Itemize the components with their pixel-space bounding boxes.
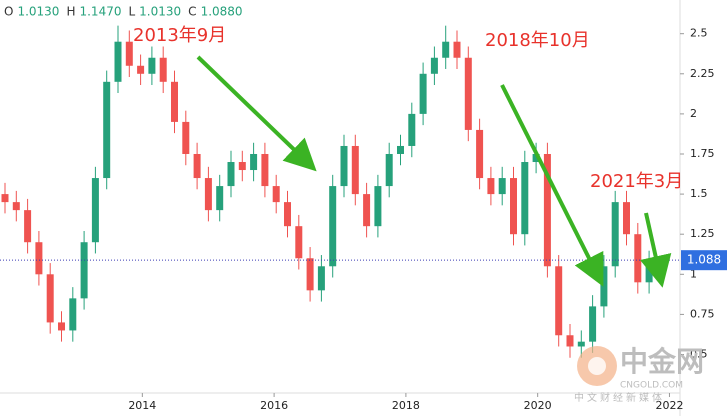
candle-body (453, 41, 461, 58)
ohlc-value: 1.0130 (139, 5, 181, 19)
ohlc-value: 1.1470 (79, 5, 121, 19)
site: CNGOLD.COM (620, 381, 683, 391)
ohlc-key: C (188, 5, 196, 19)
candle-body (114, 41, 122, 82)
candle-body (555, 266, 563, 336)
y-tick-label: 1.25 (690, 227, 715, 240)
candle-body (24, 210, 32, 243)
candle-body (634, 234, 642, 283)
slogan: 中文财经新媒体 (574, 391, 665, 404)
candle-body (103, 81, 111, 179)
arrows (196, 55, 672, 288)
candle-body (329, 186, 337, 267)
y-tick-label: 1.75 (690, 147, 715, 160)
arrow (196, 55, 317, 172)
arrow (640, 212, 672, 288)
candle-body (317, 266, 325, 291)
candle-body (159, 57, 167, 82)
candle-body (284, 202, 291, 227)
candle-body (419, 73, 427, 114)
y-tick-label: 2 (690, 107, 697, 120)
candle-body (306, 258, 314, 291)
candle-body (351, 145, 359, 195)
candle-body (430, 57, 438, 74)
candle-body (261, 153, 269, 187)
candle-body (408, 113, 416, 146)
candle-body (532, 153, 540, 163)
x-tick-label: 2020 (524, 399, 552, 412)
candle-body (577, 341, 585, 347)
candle-body (216, 186, 224, 211)
candle-body (238, 162, 246, 171)
watermark: 中金网 CNGOLD.COM 中文财经新媒体 (574, 345, 704, 404)
candle-body (374, 186, 382, 227)
candle-body (340, 145, 348, 187)
candle-body (250, 153, 258, 171)
y-tick-label: 0.75 (690, 307, 715, 320)
candle-body (498, 178, 506, 195)
ohlc-value: 1.0880 (201, 5, 243, 19)
x-tick-label: 2018 (392, 399, 420, 412)
ohlc-key: H (66, 5, 75, 19)
ohlc-value: 1.0130 (17, 5, 59, 19)
x-tick-label: 2014 (128, 399, 156, 412)
candle-body (80, 242, 88, 299)
annotation: 2013年9月 (133, 25, 226, 46)
y-tick-label: 2.5 (690, 27, 708, 40)
arrow (500, 84, 604, 287)
y-tick-label: 1 (690, 267, 697, 280)
candle-body (46, 274, 54, 323)
candle-body (91, 178, 99, 243)
candle-body (137, 65, 145, 74)
candle-body (397, 145, 404, 154)
candle-body (227, 162, 235, 187)
candle-body (12, 202, 20, 211)
ohlc-key: L (128, 5, 135, 19)
candle-body (589, 306, 597, 342)
candle-body (272, 186, 280, 203)
candle-body (543, 153, 551, 267)
logo-inner (588, 357, 606, 375)
candle-body (148, 57, 156, 74)
candle-body (363, 194, 371, 227)
price-tag (681, 250, 727, 271)
price-tag-label: 1.088 (687, 253, 721, 267)
candle-body (510, 178, 517, 235)
candle-body (476, 129, 484, 179)
candle-body (442, 41, 450, 58)
brand: 中金网 (620, 345, 704, 378)
candle-body (645, 260, 653, 283)
annotation: 2018年10月 (485, 30, 590, 51)
candle-body (125, 41, 133, 66)
y-tick-label: 2.25 (690, 67, 715, 80)
y-tick-label: 1.5 (690, 187, 708, 200)
candle-body (566, 335, 574, 347)
candle-body (1, 194, 9, 203)
candle-body (171, 81, 178, 122)
candle-body (69, 298, 77, 331)
candle-body (521, 162, 529, 235)
candle-body (35, 242, 43, 275)
y-tick-label: 0.5 (690, 348, 708, 361)
candle-body (487, 178, 495, 195)
x-tick-label: 2022 (655, 399, 683, 412)
candle-body (193, 153, 201, 179)
candle-body (600, 266, 608, 307)
candle-body (58, 322, 65, 331)
candle-body (623, 202, 630, 235)
candle-body (204, 178, 212, 211)
x-tick-label: 2016 (260, 399, 288, 412)
annotation: 2021年3月 (590, 171, 683, 192)
ohlc-key: O (4, 5, 13, 19)
candle-body (385, 153, 393, 187)
candle-body (182, 121, 190, 154)
candle-body (464, 57, 472, 130)
candle-body (611, 202, 619, 267)
candle-body (295, 226, 303, 259)
